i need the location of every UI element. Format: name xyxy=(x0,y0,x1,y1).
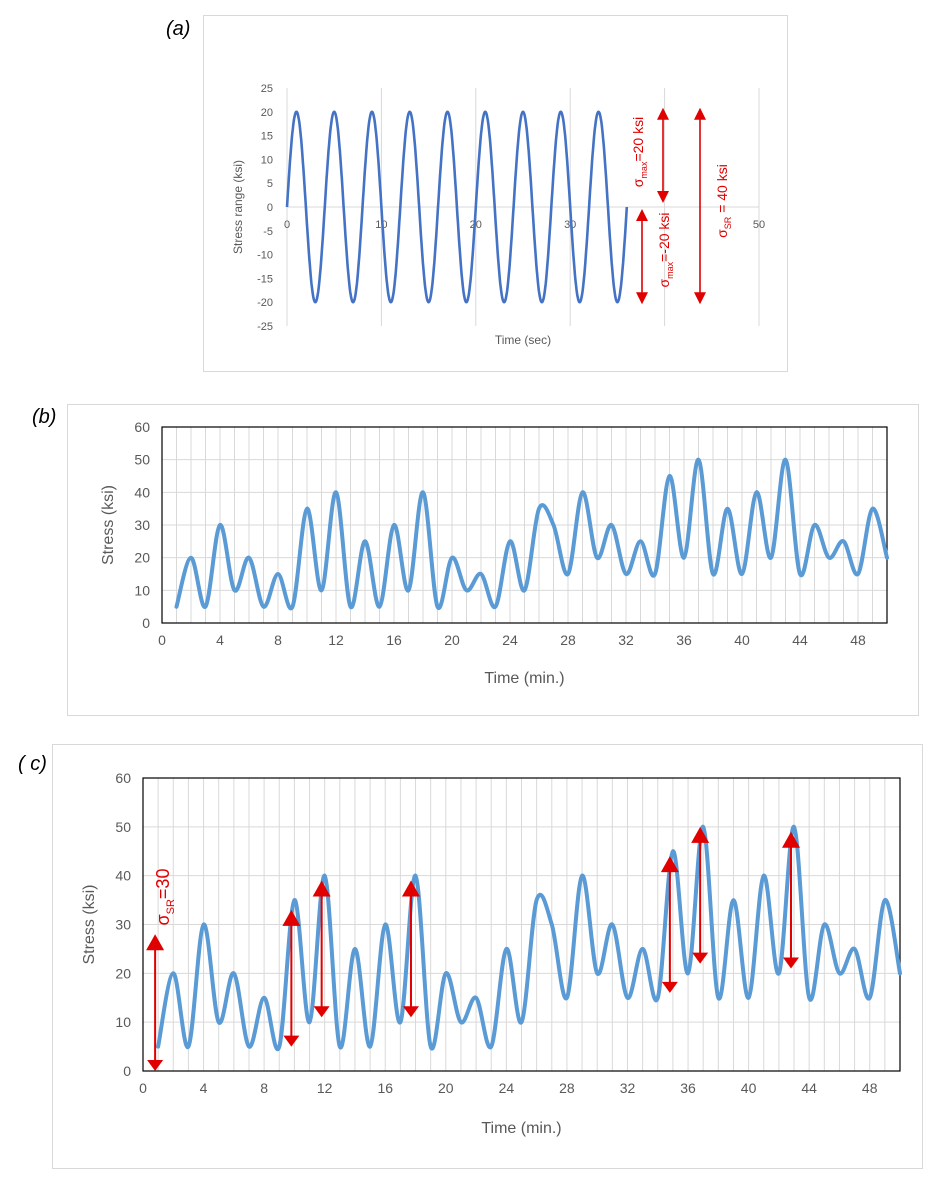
y-tick-label: 20 xyxy=(134,550,150,566)
x-tick-label: 40 xyxy=(734,632,750,648)
label-ssr: σSR = 40 ksi xyxy=(714,164,733,238)
range-arrow-head-down xyxy=(692,952,709,964)
panel-label-a: (a) xyxy=(166,18,191,40)
arrow-ssr-head-down xyxy=(694,292,706,305)
y-tick-label: 20 xyxy=(261,107,273,119)
x-tick-label: 0 xyxy=(139,1080,147,1096)
x-tick-label: 24 xyxy=(499,1080,515,1096)
x-tick-label: 36 xyxy=(676,632,692,648)
arrow-smax-pos-head-down xyxy=(657,191,669,203)
y-tick-label: 0 xyxy=(123,1063,131,1079)
series-line xyxy=(174,457,889,611)
range-arrow-head-down xyxy=(402,1006,419,1018)
y-tick-label: 40 xyxy=(115,868,131,884)
x-tick-label: 32 xyxy=(618,632,634,648)
range-arrow-head-up xyxy=(312,880,331,897)
y-tick-label: 25 xyxy=(261,83,273,95)
y-tick-label: 60 xyxy=(115,770,131,786)
x-tick-label: 8 xyxy=(260,1080,268,1096)
x-tick-label: 36 xyxy=(680,1080,696,1096)
x-tick-label: 28 xyxy=(559,1080,575,1096)
y-tick-label: 10 xyxy=(134,582,150,598)
y-axis-title: Stress (ksi) xyxy=(100,485,117,565)
range-arrow-head-up xyxy=(691,826,710,843)
panel-label-b: (b) xyxy=(32,406,57,428)
x-tick-label: 12 xyxy=(328,632,344,648)
x-tick-label: 12 xyxy=(317,1080,333,1096)
label-smax-neg: σmax=-20 ksi xyxy=(656,212,675,287)
arrow-smax-neg-head-up xyxy=(636,209,648,221)
x-tick-label: 44 xyxy=(792,632,808,648)
y-tick-label: 50 xyxy=(134,452,150,468)
y-tick-label: 15 xyxy=(261,131,273,143)
range-arrow-head-up xyxy=(660,856,679,873)
arrow-smax-pos-head-up xyxy=(657,107,669,120)
x-tick-label: 0 xyxy=(158,632,166,648)
x-tick-label: 48 xyxy=(850,632,866,648)
y-tick-label: 40 xyxy=(134,484,150,500)
x-axis-title: Time (min.) xyxy=(481,1120,561,1137)
x-tick-label: 24 xyxy=(502,632,518,648)
y-tick-label: -20 xyxy=(257,297,273,309)
x-tick-label: 48 xyxy=(862,1080,878,1096)
y-tick-label: 60 xyxy=(134,419,150,435)
y-tick-label: 0 xyxy=(267,202,273,214)
x-tick-label: 4 xyxy=(216,632,224,648)
x-tick-label: 16 xyxy=(386,632,402,648)
range-arrow-head-up xyxy=(401,880,420,897)
y-tick-label: 10 xyxy=(115,1014,131,1030)
y-tick-label: 30 xyxy=(134,517,150,533)
panel-label-c: ( c) xyxy=(18,753,47,775)
x-tick-label: 40 xyxy=(741,1080,757,1096)
y-tick-label: -5 xyxy=(263,226,273,238)
y-tick-label: 5 xyxy=(267,178,273,190)
x-axis-title: Time (min.) xyxy=(484,670,564,687)
x-tick-label: 50 xyxy=(753,219,765,231)
arrow-ssr-head-up xyxy=(694,107,706,120)
x-tick-label: 20 xyxy=(444,632,460,648)
y-tick-label: 0 xyxy=(142,615,150,631)
series-line xyxy=(285,110,629,304)
y-tick-label: 30 xyxy=(115,917,131,933)
x-tick-label: 16 xyxy=(377,1080,393,1096)
y-tick-label: -15 xyxy=(257,273,273,285)
y-tick-label: 10 xyxy=(261,154,273,166)
range-arrow-head-down xyxy=(782,957,799,969)
range-arrow-head-down xyxy=(661,981,678,993)
y-tick-label: -25 xyxy=(257,321,273,333)
arrow-smax-neg-head-down xyxy=(636,292,648,305)
range-arrow-head-up xyxy=(282,909,301,926)
range-arrow-head-down xyxy=(313,1006,330,1018)
x-tick-label: 20 xyxy=(438,1080,454,1096)
x-tick-label: 32 xyxy=(620,1080,636,1096)
chart-b-frame xyxy=(67,404,919,716)
range-arrow-head-down xyxy=(283,1035,300,1047)
x-tick-label: 44 xyxy=(801,1080,817,1096)
y-tick-label: 50 xyxy=(115,819,131,835)
y-axis-title: Stress (ksi) xyxy=(81,885,98,965)
x-axis-title: Time (sec) xyxy=(495,333,551,347)
series-line xyxy=(156,824,902,1052)
x-tick-label: 28 xyxy=(560,632,576,648)
x-tick-label: 0 xyxy=(284,219,290,231)
label-smax-pos: σmax=20 ksi xyxy=(630,117,649,187)
plot-area-border xyxy=(142,777,901,1072)
y-tick-label: -10 xyxy=(257,250,273,262)
range-arrow-head-up xyxy=(781,831,800,848)
plot-area-border xyxy=(161,426,888,624)
y-tick-label: 20 xyxy=(115,965,131,981)
range-label: σSR=30 xyxy=(153,869,177,926)
x-tick-label: 8 xyxy=(274,632,282,648)
chart-a-frame xyxy=(203,15,788,372)
range-arrow-head-down xyxy=(147,1060,164,1071)
x-tick-label: 4 xyxy=(200,1080,208,1096)
y-axis-title: Stress range (ksi) xyxy=(231,160,245,254)
range-arrow-head-up xyxy=(146,934,165,951)
